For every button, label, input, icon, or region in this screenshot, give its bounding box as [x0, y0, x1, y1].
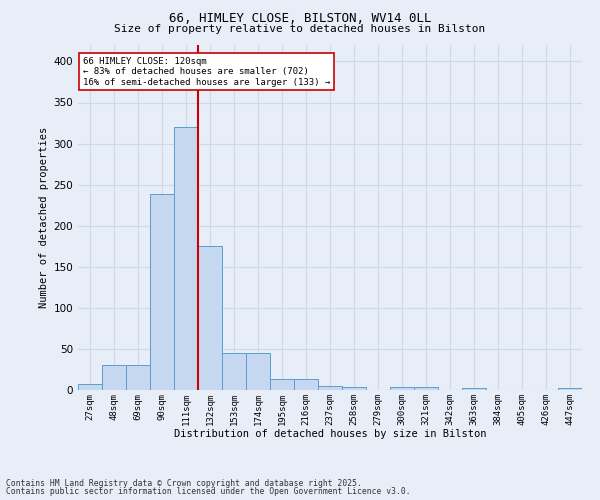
Bar: [198, 246, 222, 390]
Text: Size of property relative to detached houses in Bilston: Size of property relative to detached ho…: [115, 24, 485, 34]
Bar: [150, 194, 174, 390]
Text: 66, HIMLEY CLOSE, BILSTON, WV14 0LL: 66, HIMLEY CLOSE, BILSTON, WV14 0LL: [169, 12, 431, 26]
Bar: [78, 384, 102, 390]
Bar: [102, 364, 126, 390]
Bar: [390, 386, 414, 390]
Bar: [174, 127, 198, 390]
Bar: [414, 386, 438, 390]
Bar: [126, 364, 150, 390]
Bar: [558, 388, 582, 390]
Bar: [222, 353, 246, 390]
Text: Contains HM Land Registry data © Crown copyright and database right 2025.: Contains HM Land Registry data © Crown c…: [6, 478, 362, 488]
X-axis label: Distribution of detached houses by size in Bilston: Distribution of detached houses by size …: [174, 429, 486, 439]
Bar: [246, 353, 270, 390]
Bar: [462, 388, 486, 390]
Bar: [342, 386, 366, 390]
Bar: [270, 378, 294, 390]
Text: 66 HIMLEY CLOSE: 120sqm
← 83% of detached houses are smaller (702)
16% of semi-d: 66 HIMLEY CLOSE: 120sqm ← 83% of detache…: [83, 57, 330, 87]
Text: Contains public sector information licensed under the Open Government Licence v3: Contains public sector information licen…: [6, 487, 410, 496]
Bar: [318, 386, 342, 390]
Bar: [294, 378, 318, 390]
Y-axis label: Number of detached properties: Number of detached properties: [39, 127, 49, 308]
